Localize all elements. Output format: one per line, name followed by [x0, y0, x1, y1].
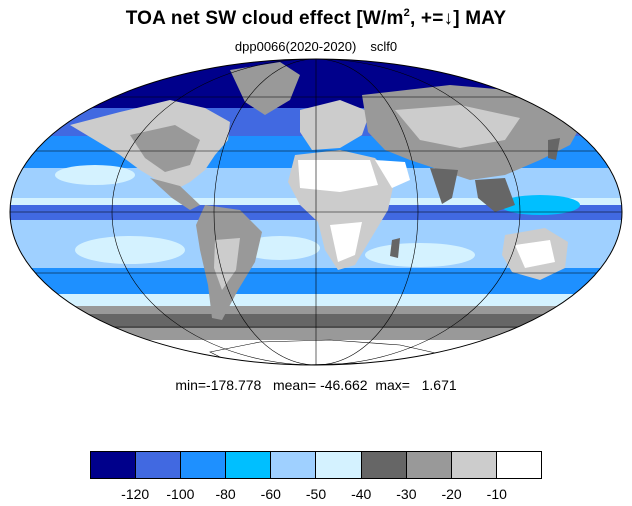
colorbar-box [226, 452, 272, 478]
colorbar-box [136, 452, 182, 478]
colorbar-label: -60 [260, 486, 281, 502]
colorbar-label: -80 [215, 486, 236, 502]
colorbar-label: -30 [396, 486, 417, 502]
sc-patch-indian [365, 243, 475, 267]
land-madagascar [390, 238, 400, 258]
land-africa-south [330, 222, 362, 262]
colorbar-label: -10 [486, 486, 507, 502]
sc-patch-atlantic-se [240, 236, 320, 260]
colorbar-label: -20 [441, 486, 462, 502]
land-japan [548, 138, 560, 160]
colorbar-box [271, 452, 317, 478]
land-europe [300, 100, 370, 150]
colorbar-box [181, 452, 227, 478]
colorbar-label: -40 [351, 486, 372, 502]
land-mexico [150, 178, 200, 210]
sc-patch-pacific-se [75, 236, 185, 264]
land-sa-dry [214, 238, 240, 290]
colorbar-box [451, 452, 497, 478]
land-india [430, 168, 458, 204]
land-na-interior [130, 125, 200, 172]
land-se-asia [475, 178, 515, 212]
plot-title-superscript: 2 [403, 7, 410, 19]
field-statistics: min=-178.778 mean= -46.662 max= 1.671 [175, 377, 457, 393]
subtitle-experiment: dpp0066(2020-2020) [234, 39, 357, 54]
subtitle-variable: sclf0 [370, 39, 398, 54]
plot-subtitle: dpp0066(2020-2020) sclf0 [0, 39, 632, 54]
colorbar-box [361, 452, 407, 478]
globe-outline [9, 58, 623, 366]
colorbar-label: -120 [121, 486, 150, 502]
colorbar-box [316, 452, 362, 478]
colorbar-box [496, 452, 541, 478]
colorbar [90, 451, 542, 479]
colorbar-label: -100 [166, 486, 195, 502]
land-new-zealand [588, 280, 598, 300]
land-greenland [230, 62, 300, 115]
plot-title-main: TOA net SW cloud effect [W/m [125, 8, 404, 29]
colorbar-label: -50 [305, 486, 327, 502]
land-arabia [375, 160, 410, 188]
land-asia-light [395, 105, 520, 148]
land-australia-interior [515, 240, 555, 268]
colorbar-box [406, 452, 452, 478]
plot-title: TOA net SW cloud effect [W/m2, +=↓] MAY [0, 7, 632, 30]
colorbar-box [91, 452, 137, 478]
sc-patch-pacific-ne [55, 165, 135, 185]
land-sahara [298, 160, 378, 192]
colorbar-labels: -120 -100 -80 -60 -50 -40 -30 -20 -10 [0, 486, 632, 504]
plot-title-rest: , +=↓] MAY [409, 8, 507, 29]
